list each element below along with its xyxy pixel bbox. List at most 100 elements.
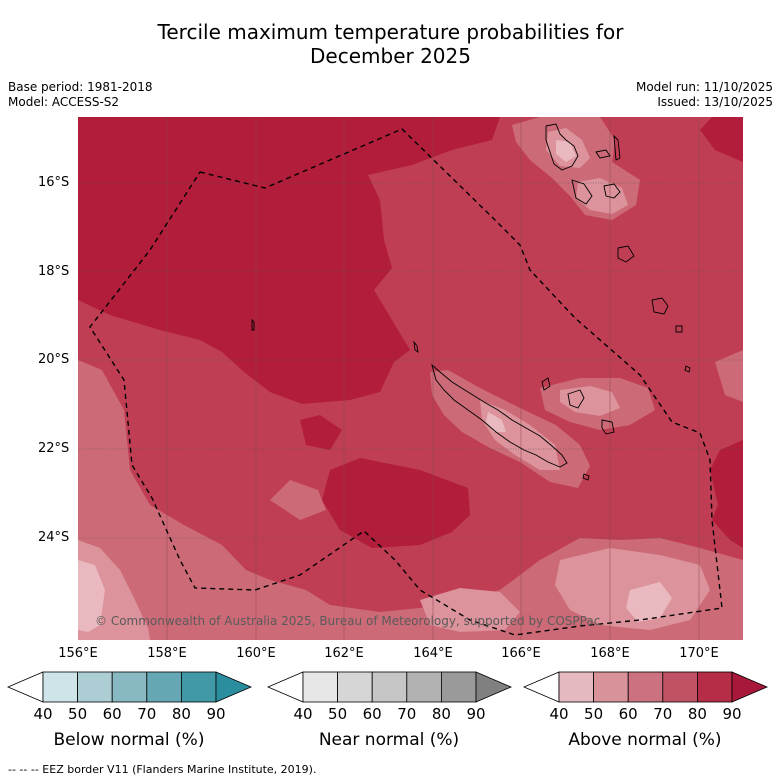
colorbar-above-tick-40: 40 [549,705,569,723]
field-above-40-sw [78,560,105,632]
colorbar-below-bin-70 [146,671,182,703]
probability-field [78,117,743,640]
malakula [571,179,593,205]
maewo [613,134,621,161]
colorbar-above [522,671,769,703]
field-above-50-south-east [555,548,710,630]
colorbar-above-tick-90: 90 [722,705,742,723]
chart-title: Tercile maximum temperature probabilitie… [0,20,781,68]
colorbar-below-tick-60: 60 [102,705,122,723]
lon-label-158e: 158°E [147,646,187,661]
colorbar-near-bin-40 [302,671,338,703]
small-islet-2 [684,365,691,373]
field-above-80-southeast [710,440,743,548]
lat-label-22s: 22°S [38,441,70,456]
tanna [651,297,669,315]
lat-label-18s: 18°S [38,264,70,279]
colorbar-above-bin-60 [627,671,664,703]
colorbar-below [6,671,253,703]
colorbar-near-max-extension [475,671,513,703]
colorbar-near-tick-60: 60 [362,705,382,723]
colorbar-below-min-extension [6,671,44,703]
colorbar-above-tick-80: 80 [687,705,707,723]
colorbar-above-title: Above normal (%) [568,730,722,750]
field-above-80-center [300,415,342,450]
colorbar-above-tick-50: 50 [584,705,604,723]
colorbar-above-bin-50 [593,671,629,703]
colorbar-near-tick-40: 40 [293,705,313,723]
coastlines [251,123,691,481]
colorbar-below-max-extension [215,671,253,703]
meta-left: Base period: 1981-2018 Model: ACCESS-S2 [8,80,153,110]
aneityum [675,325,683,333]
meta-right: Model run: 11/10/2025 Issued: 13/10/2025 [636,80,773,110]
colorbar-above-bin-40 [558,671,594,703]
colorbar-near-tick-80: 80 [431,705,451,723]
colorbar-below-bin-40 [42,671,78,703]
field-above-50-newcal [480,400,560,470]
title-line-1: Tercile maximum temperature probabilitie… [157,20,624,44]
lon-label-156e: 156°E [58,646,98,661]
field-above-50-south-mid [420,588,520,632]
colorbar-above-tick-70: 70 [653,705,673,723]
colorbar-near-bin-50 [337,671,373,703]
isle-of-pines [582,473,590,481]
title-line-2: December 2025 [310,44,471,68]
loyalty-islands-mare [601,419,615,435]
model-name: Model: ACCESS-S2 [8,95,120,109]
field-above-40-se [626,582,672,622]
colorbar-above-bin-70 [662,671,698,703]
colorbar-near-title: Near normal (%) [318,730,460,750]
ambae [595,149,611,159]
field-above-50-loyalty [560,386,620,416]
colorbar-above-min-extension [522,671,560,703]
colorbar-near-min-extension [266,671,304,703]
loyalty-islands-ouvea [541,377,551,391]
lon-label-162e: 162°E [324,646,364,661]
field-above-50-ne-islands-2 [576,178,628,214]
copyright-watermark: © Commonwealth of Australia 2025, Bureau… [95,614,601,628]
colorbar-near-bin-70 [406,671,442,703]
espiritu-santo [545,123,579,171]
colorbar-below-bin-60 [111,671,148,703]
colorbar-near [266,671,513,703]
lat-label-24s: 24°S [38,530,70,545]
colorbar-near-bin-80 [440,671,477,703]
colorbar-below-tick-50: 50 [68,705,88,723]
eez-border [89,128,723,636]
field-above-60-east [715,350,743,402]
efate [603,183,621,199]
colorbar-near-tick-70: 70 [397,705,417,723]
field-above-60-southwest-bulge [270,480,326,520]
field-above-40-ne [556,140,576,162]
small-islet-1 [251,318,255,331]
issued-date: Issued: 13/10/2025 [657,95,773,109]
lat-label-16s: 16°S [38,175,70,190]
colorbar-below-tick-80: 80 [171,705,191,723]
loyalty-islands-lifou [567,389,585,409]
field-above-80-north [78,117,500,404]
colorbar-near-bin-60 [371,671,408,703]
colorbar-below-tick-40: 40 [33,705,53,723]
colorbar-below-title: Below normal (%) [53,730,205,750]
field-above-40-newcal [486,412,506,432]
field-above-80-east [700,117,743,162]
eez-legend: -- -- -- EEZ border V11 (Flanders Marine… [8,763,317,776]
graticule [78,182,743,539]
colorbar-below-bin-50 [77,671,113,703]
new-caledonia-mainland [431,363,568,468]
colorbar-near-tick-90: 90 [466,705,486,723]
colorbar-below-bin-80 [180,671,217,703]
lon-label-170e: 170°E [679,646,719,661]
colorbar-above-max-extension [731,671,769,703]
colorbar-above-bin-80 [697,671,733,703]
model-run: Model run: 11/10/2025 [635,80,773,94]
colorbar-below-tick-90: 90 [206,705,226,723]
erromango [617,245,635,263]
lon-label-168e: 168°E [590,646,630,661]
lat-label-20s: 20°S [38,352,70,367]
colorbar-above-tick-60: 60 [618,705,638,723]
belep-islands [413,340,419,353]
base-period: Base period: 1981-2018 [8,80,153,94]
